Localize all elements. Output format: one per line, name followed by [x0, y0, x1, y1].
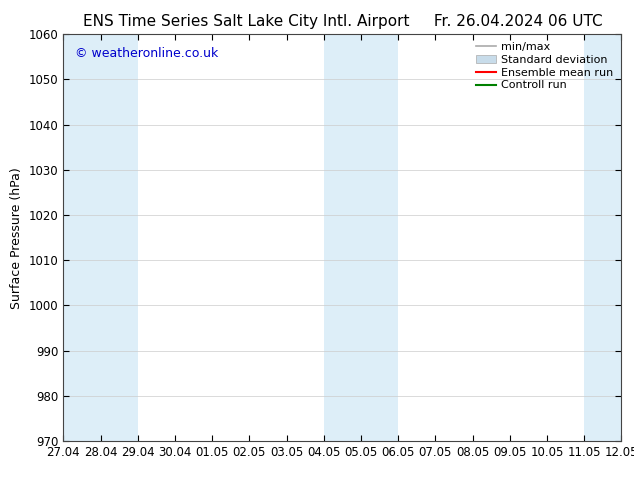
Text: © weatheronline.co.uk: © weatheronline.co.uk: [75, 47, 218, 59]
Bar: [584, 34, 621, 441]
Bar: [324, 34, 398, 441]
Bar: [63, 34, 138, 441]
Legend: min/max, Standard deviation, Ensemble mean run, Controll run: min/max, Standard deviation, Ensemble me…: [474, 40, 616, 93]
Y-axis label: Surface Pressure (hPa): Surface Pressure (hPa): [10, 167, 23, 309]
Title: ENS Time Series Salt Lake City Intl. Airport     Fr. 26.04.2024 06 UTC: ENS Time Series Salt Lake City Intl. Air…: [82, 14, 602, 29]
